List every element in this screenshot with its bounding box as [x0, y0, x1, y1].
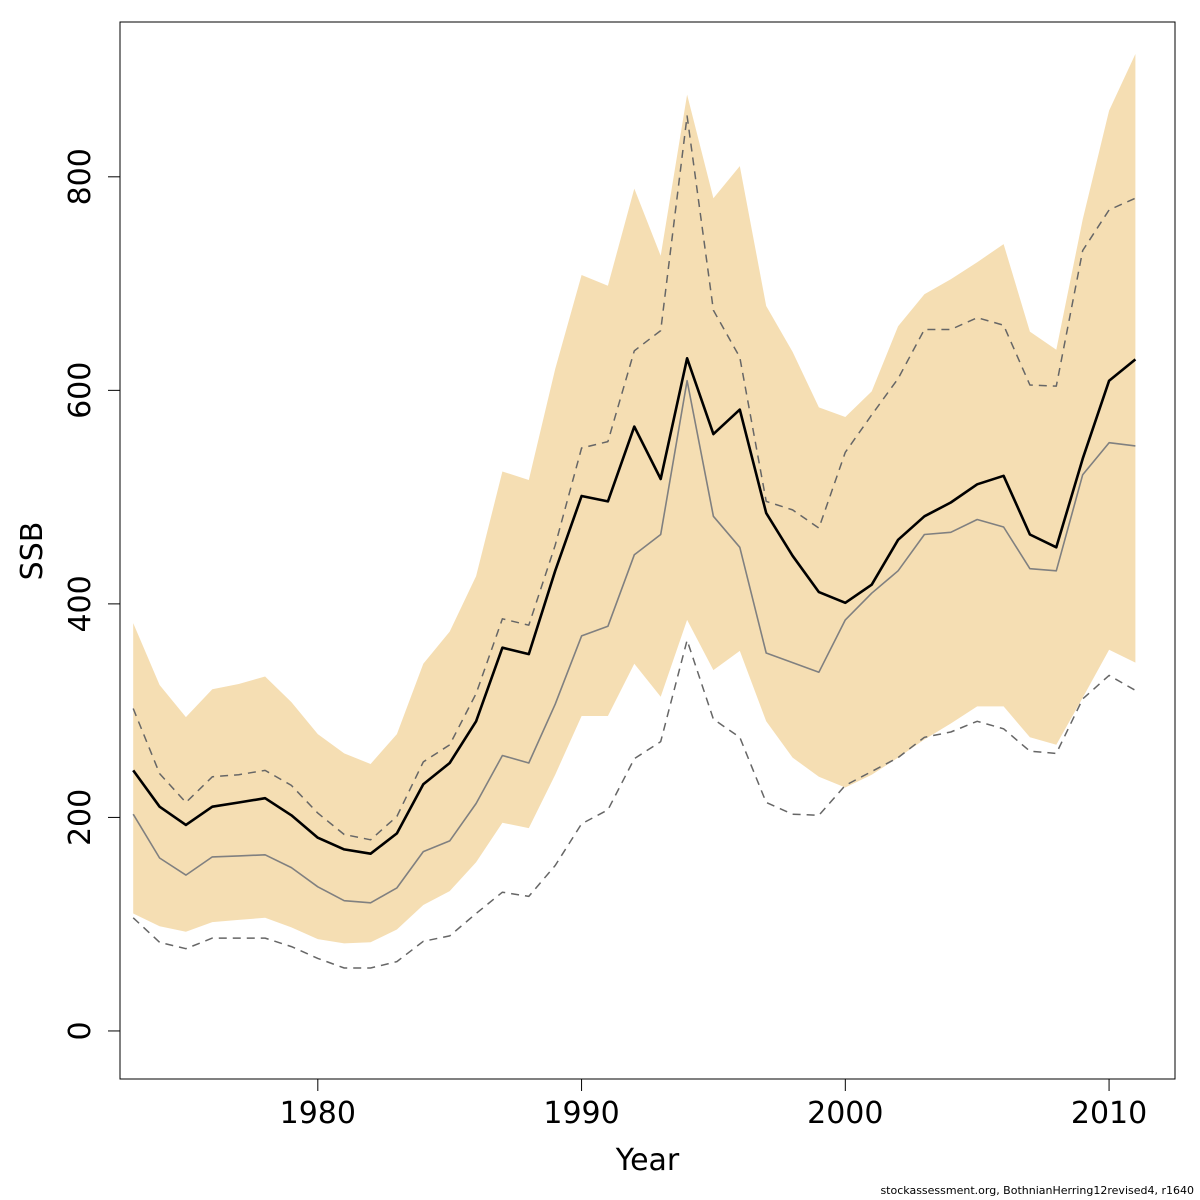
y-tick-label-800: 800 [63, 148, 98, 205]
y-tick-label-200: 200 [63, 789, 98, 846]
y-axis-title: SSB [15, 522, 50, 581]
x-tick-label-1990: 1990 [543, 1096, 619, 1131]
plot-frame [119, 21, 1176, 1080]
y-tick-label-400: 400 [63, 575, 98, 632]
x-tick-label-2010: 2010 [1071, 1096, 1147, 1131]
x-tick-label-2000: 2000 [807, 1096, 883, 1131]
series-layer [132, 115, 1137, 969]
confidence-band [133, 54, 1136, 944]
y-tick-label-600: 600 [63, 362, 98, 419]
x-tick-label-1980: 1980 [280, 1096, 356, 1131]
y-tick-label-0: 0 [63, 1021, 98, 1040]
x-axis: 1980 1990 2000 2010 [280, 1079, 1147, 1131]
confidence-band-layer [133, 54, 1136, 944]
series-line-thick-black [132, 356, 1137, 856]
y-axis: 0 200 400 600 800 [63, 148, 120, 1041]
x-axis-title: Year [615, 1143, 680, 1178]
series-line-thin-gray [132, 379, 1136, 904]
series-line-dashed-upper [132, 115, 1136, 841]
credit-footnote: stockassessment.org, BothnianHerring12re… [880, 1184, 1194, 1197]
